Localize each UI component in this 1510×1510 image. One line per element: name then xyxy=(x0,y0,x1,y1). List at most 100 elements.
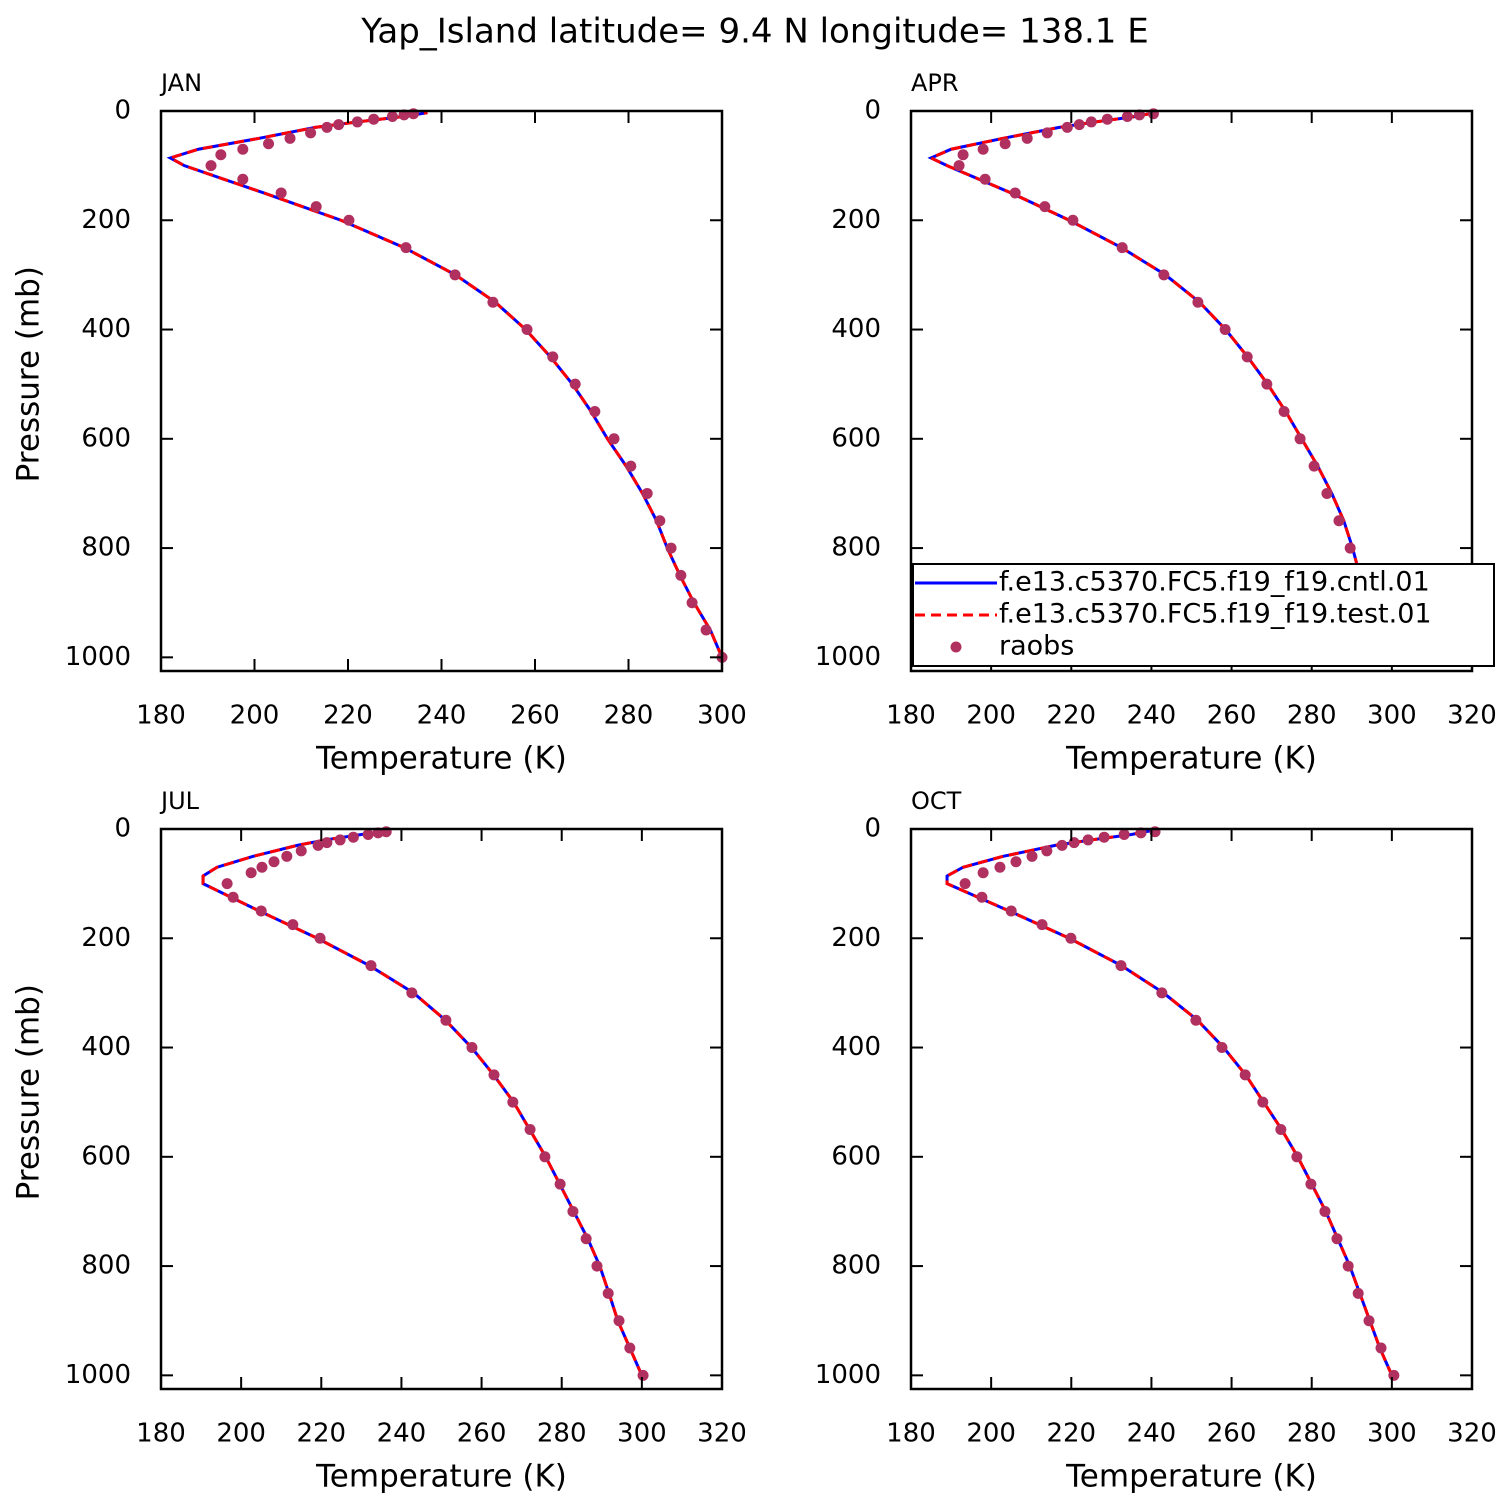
raob-point xyxy=(1190,1014,1202,1026)
raob-point xyxy=(637,1369,649,1381)
legend-swatch xyxy=(950,641,962,653)
raob-point xyxy=(547,351,559,363)
y-tick-label: 200 xyxy=(831,923,881,953)
profile-line xyxy=(945,829,1394,1376)
raob-point xyxy=(507,1096,519,1108)
raob-point xyxy=(589,405,601,417)
raob-point xyxy=(554,1178,566,1190)
y-tick-label: 400 xyxy=(831,314,881,344)
x-tick-label: 300 xyxy=(1367,1419,1417,1449)
raob-point xyxy=(1308,460,1320,472)
x-tick-label: 280 xyxy=(1287,1419,1337,1449)
raob-point xyxy=(295,845,307,857)
raob-point xyxy=(466,1042,478,1054)
raob-point xyxy=(488,1069,500,1081)
raob-point xyxy=(1115,960,1127,972)
raob-point xyxy=(1067,214,1079,226)
raob-point xyxy=(449,269,461,281)
raob-point xyxy=(347,831,359,843)
raob-point xyxy=(524,1123,536,1135)
raob-point xyxy=(284,132,296,144)
raob-point xyxy=(1101,113,1113,125)
panel-label: JAN xyxy=(159,69,202,97)
raob-point xyxy=(1009,187,1021,199)
y-tick-label: 400 xyxy=(81,1032,131,1062)
x-tick-label: 220 xyxy=(296,1419,346,1449)
raob-point xyxy=(1375,1342,1387,1354)
raob-point xyxy=(1321,487,1333,499)
raob-point xyxy=(334,834,346,846)
raob-point xyxy=(362,828,374,840)
x-tick-label: 200 xyxy=(230,701,280,731)
y-tick-label: 600 xyxy=(831,423,881,453)
raob-point xyxy=(1239,1069,1251,1081)
raob-point xyxy=(521,324,533,336)
y-tick-label: 1000 xyxy=(65,642,131,672)
legend-label: f.e13.c5370.FC5.f19_f19.test.01 xyxy=(999,599,1432,630)
raob-point xyxy=(1331,1233,1343,1245)
raob-point xyxy=(999,138,1011,150)
raob-point xyxy=(227,891,239,903)
x-tick-label: 320 xyxy=(1447,1419,1497,1449)
raob-point xyxy=(624,1342,636,1354)
raob-point xyxy=(1192,296,1204,308)
x-tick-label: 260 xyxy=(457,1419,507,1449)
raob-point xyxy=(245,867,257,879)
x-tick-label: 180 xyxy=(136,1419,186,1449)
raob-point xyxy=(979,173,991,185)
raob-point xyxy=(368,113,380,125)
raob-point xyxy=(1010,856,1022,868)
raob-point xyxy=(205,160,217,172)
raob-point xyxy=(1041,845,1053,857)
raob-point xyxy=(365,960,377,972)
y-tick-label: 400 xyxy=(81,314,131,344)
raob-point xyxy=(1352,1287,1364,1299)
raob-point xyxy=(1065,932,1077,944)
raob-point xyxy=(1026,850,1038,862)
raob-point xyxy=(1082,834,1094,846)
y-tick-label: 1000 xyxy=(815,642,881,672)
x-tick-label: 200 xyxy=(966,1419,1016,1449)
raob-point xyxy=(1257,1096,1269,1108)
x-tick-label: 200 xyxy=(216,1419,266,1449)
raob-point xyxy=(602,1287,614,1299)
raob-point xyxy=(591,1260,603,1272)
x-tick-label: 260 xyxy=(1207,1419,1257,1449)
x-tick-label: 180 xyxy=(886,1419,936,1449)
raob-point xyxy=(1085,116,1097,128)
x-tick-label: 320 xyxy=(697,1419,747,1449)
raob-point xyxy=(1098,831,1110,843)
x-tick-label: 220 xyxy=(1046,1419,1096,1449)
raob-point xyxy=(580,1233,592,1245)
raob-point xyxy=(255,905,267,917)
y-tick-label: 600 xyxy=(81,1141,131,1171)
raob-point xyxy=(1363,1315,1375,1327)
raob-point xyxy=(275,187,287,199)
x-tick-label: 240 xyxy=(417,701,467,731)
raob-point xyxy=(1021,132,1033,144)
x-tick-label: 280 xyxy=(1287,701,1337,731)
raob-point xyxy=(953,160,965,172)
y-tick-label: 400 xyxy=(831,1032,881,1062)
raob-point xyxy=(1342,1260,1354,1272)
panel: JUL 180 200 220 240 260 280 300 320 0 200 400 600 800… xyxy=(11,787,747,1495)
raob-point xyxy=(221,878,233,890)
raob-point xyxy=(406,987,418,999)
raob-point xyxy=(613,1315,625,1327)
raob-point xyxy=(1156,987,1168,999)
raob-point xyxy=(1219,324,1231,336)
y-tick-label: 600 xyxy=(831,1141,881,1171)
raob-point xyxy=(1068,837,1080,849)
raob-point xyxy=(281,850,293,862)
raob-point xyxy=(957,149,969,161)
raob-point xyxy=(305,127,317,139)
raob-point xyxy=(567,1205,579,1217)
legend-box xyxy=(912,563,1495,667)
raob-point xyxy=(1073,119,1085,131)
y-tick-label: 200 xyxy=(81,923,131,953)
y-axis-label: Pressure (mb) xyxy=(11,266,47,482)
x-tick-label: 180 xyxy=(136,701,186,731)
raob-point xyxy=(959,878,971,890)
raob-point xyxy=(1319,1205,1331,1217)
